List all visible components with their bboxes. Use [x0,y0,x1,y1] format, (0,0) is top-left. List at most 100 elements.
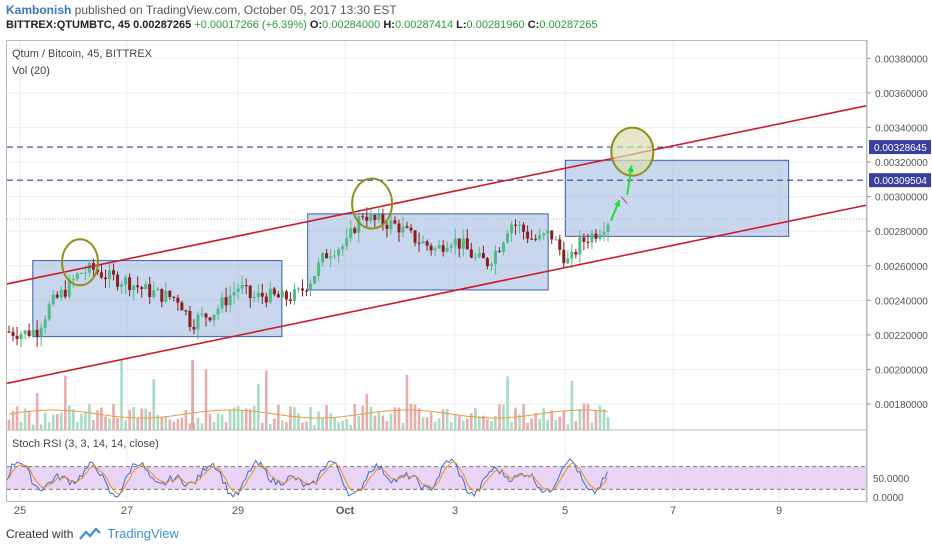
level-price-label: 0.00328645 [874,143,927,154]
volume-bar [466,418,469,430]
tradingview-logo-icon [79,526,102,540]
candle-body [164,290,168,302]
candle-body [176,297,180,303]
volume-bar [220,414,224,430]
candle-body [180,302,184,311]
volume-bar [566,424,570,430]
author-name[interactable]: Kambonish [6,3,72,17]
volume-bar [409,403,413,430]
volume-bar [510,422,513,430]
price-tick-label: 0.00280000 [875,227,928,238]
candle-body [156,288,160,291]
candle-body [493,250,497,265]
stoch-legend: Stoch RSI (3, 3, 14, 14, close) [12,438,159,450]
price-tick-label: 0.00340000 [875,123,928,134]
candle-body [510,224,514,234]
volume-bar [200,423,204,430]
volume-bar [425,417,429,430]
price-tick-label: 0.00180000 [875,400,928,411]
candle-body [7,331,11,333]
volume-bar [100,407,103,430]
volume-bar [369,406,373,430]
candle-body [35,329,39,337]
volume-bar [43,412,47,430]
price-tick-label: 0.00300000 [875,193,928,204]
volume-bar [429,412,433,430]
time-tick-label: 25 [14,505,26,517]
candle-body [236,288,240,292]
close-label: C: [527,19,540,31]
volume-bar [172,421,176,430]
volume-bar [518,414,521,430]
highlight-ellipse-1 [61,238,100,287]
price-change: +0.00017266 (+6.39%) [194,19,307,31]
candle-body [333,255,337,257]
volume-bar [293,407,296,430]
volume-bar [578,409,582,430]
volume-bar [457,415,461,430]
candle-body [485,258,489,267]
candle-body [514,224,518,226]
volume-bar [546,419,550,430]
candle-body [232,291,236,296]
candle-body [140,287,144,290]
low-value: 0.00281960 [466,19,525,31]
candle-body [188,310,192,328]
range-box-2 [307,213,549,291]
candle-body [489,264,493,267]
price-tick-label: 0.00380000 [875,54,928,65]
candle-body [284,291,288,300]
candle-body [329,256,333,259]
volume-bar [361,405,365,430]
volume-bar [120,358,123,430]
volume-bar [39,424,43,430]
volume-bar [88,403,91,430]
candle-body [538,235,542,240]
tradingview-brand[interactable]: TradingView [107,526,179,541]
price-tick-label: 0.00360000 [875,89,928,100]
candle-body [224,297,228,306]
candle-body [361,216,365,218]
volume-bar [19,422,23,430]
candle-body [453,238,457,246]
candle-body [546,230,550,234]
candle-body [248,285,252,299]
volume-bar [269,423,272,430]
volume-bar [474,407,477,430]
stoch-d-line [6,461,608,495]
volume-bar [478,416,481,430]
candle-body [168,290,172,297]
volume-bar [345,419,349,430]
candle-body [216,308,220,315]
volume-bar [47,422,51,430]
candle-body [377,214,381,220]
stoch-band [7,466,866,490]
volume-bar [309,407,312,430]
volume-bar [405,374,409,430]
volume-bars [7,358,610,430]
volume-bar [486,419,489,430]
candles [7,207,610,348]
volume-bar [192,422,196,430]
volume-bar [381,415,385,430]
candle-body [59,289,63,298]
high-label: H: [383,19,395,31]
volume-bar [128,409,131,430]
volume-bar [244,408,248,430]
candle-body [47,304,51,320]
candle-body [405,226,409,228]
volume-bar [554,419,558,430]
candle-body [103,277,107,280]
volume-bar [188,423,192,430]
candle-body [594,233,598,239]
candle-body [413,230,417,243]
published-text: published on TradingView.com, October 05… [71,3,397,17]
volume-bar [116,418,119,430]
volume-bar [514,407,517,430]
candle-body [39,327,43,337]
candle-body [578,237,582,255]
range-box-3 [564,159,790,237]
time-tick-label: 5 [562,505,568,517]
candle-body [132,285,136,291]
